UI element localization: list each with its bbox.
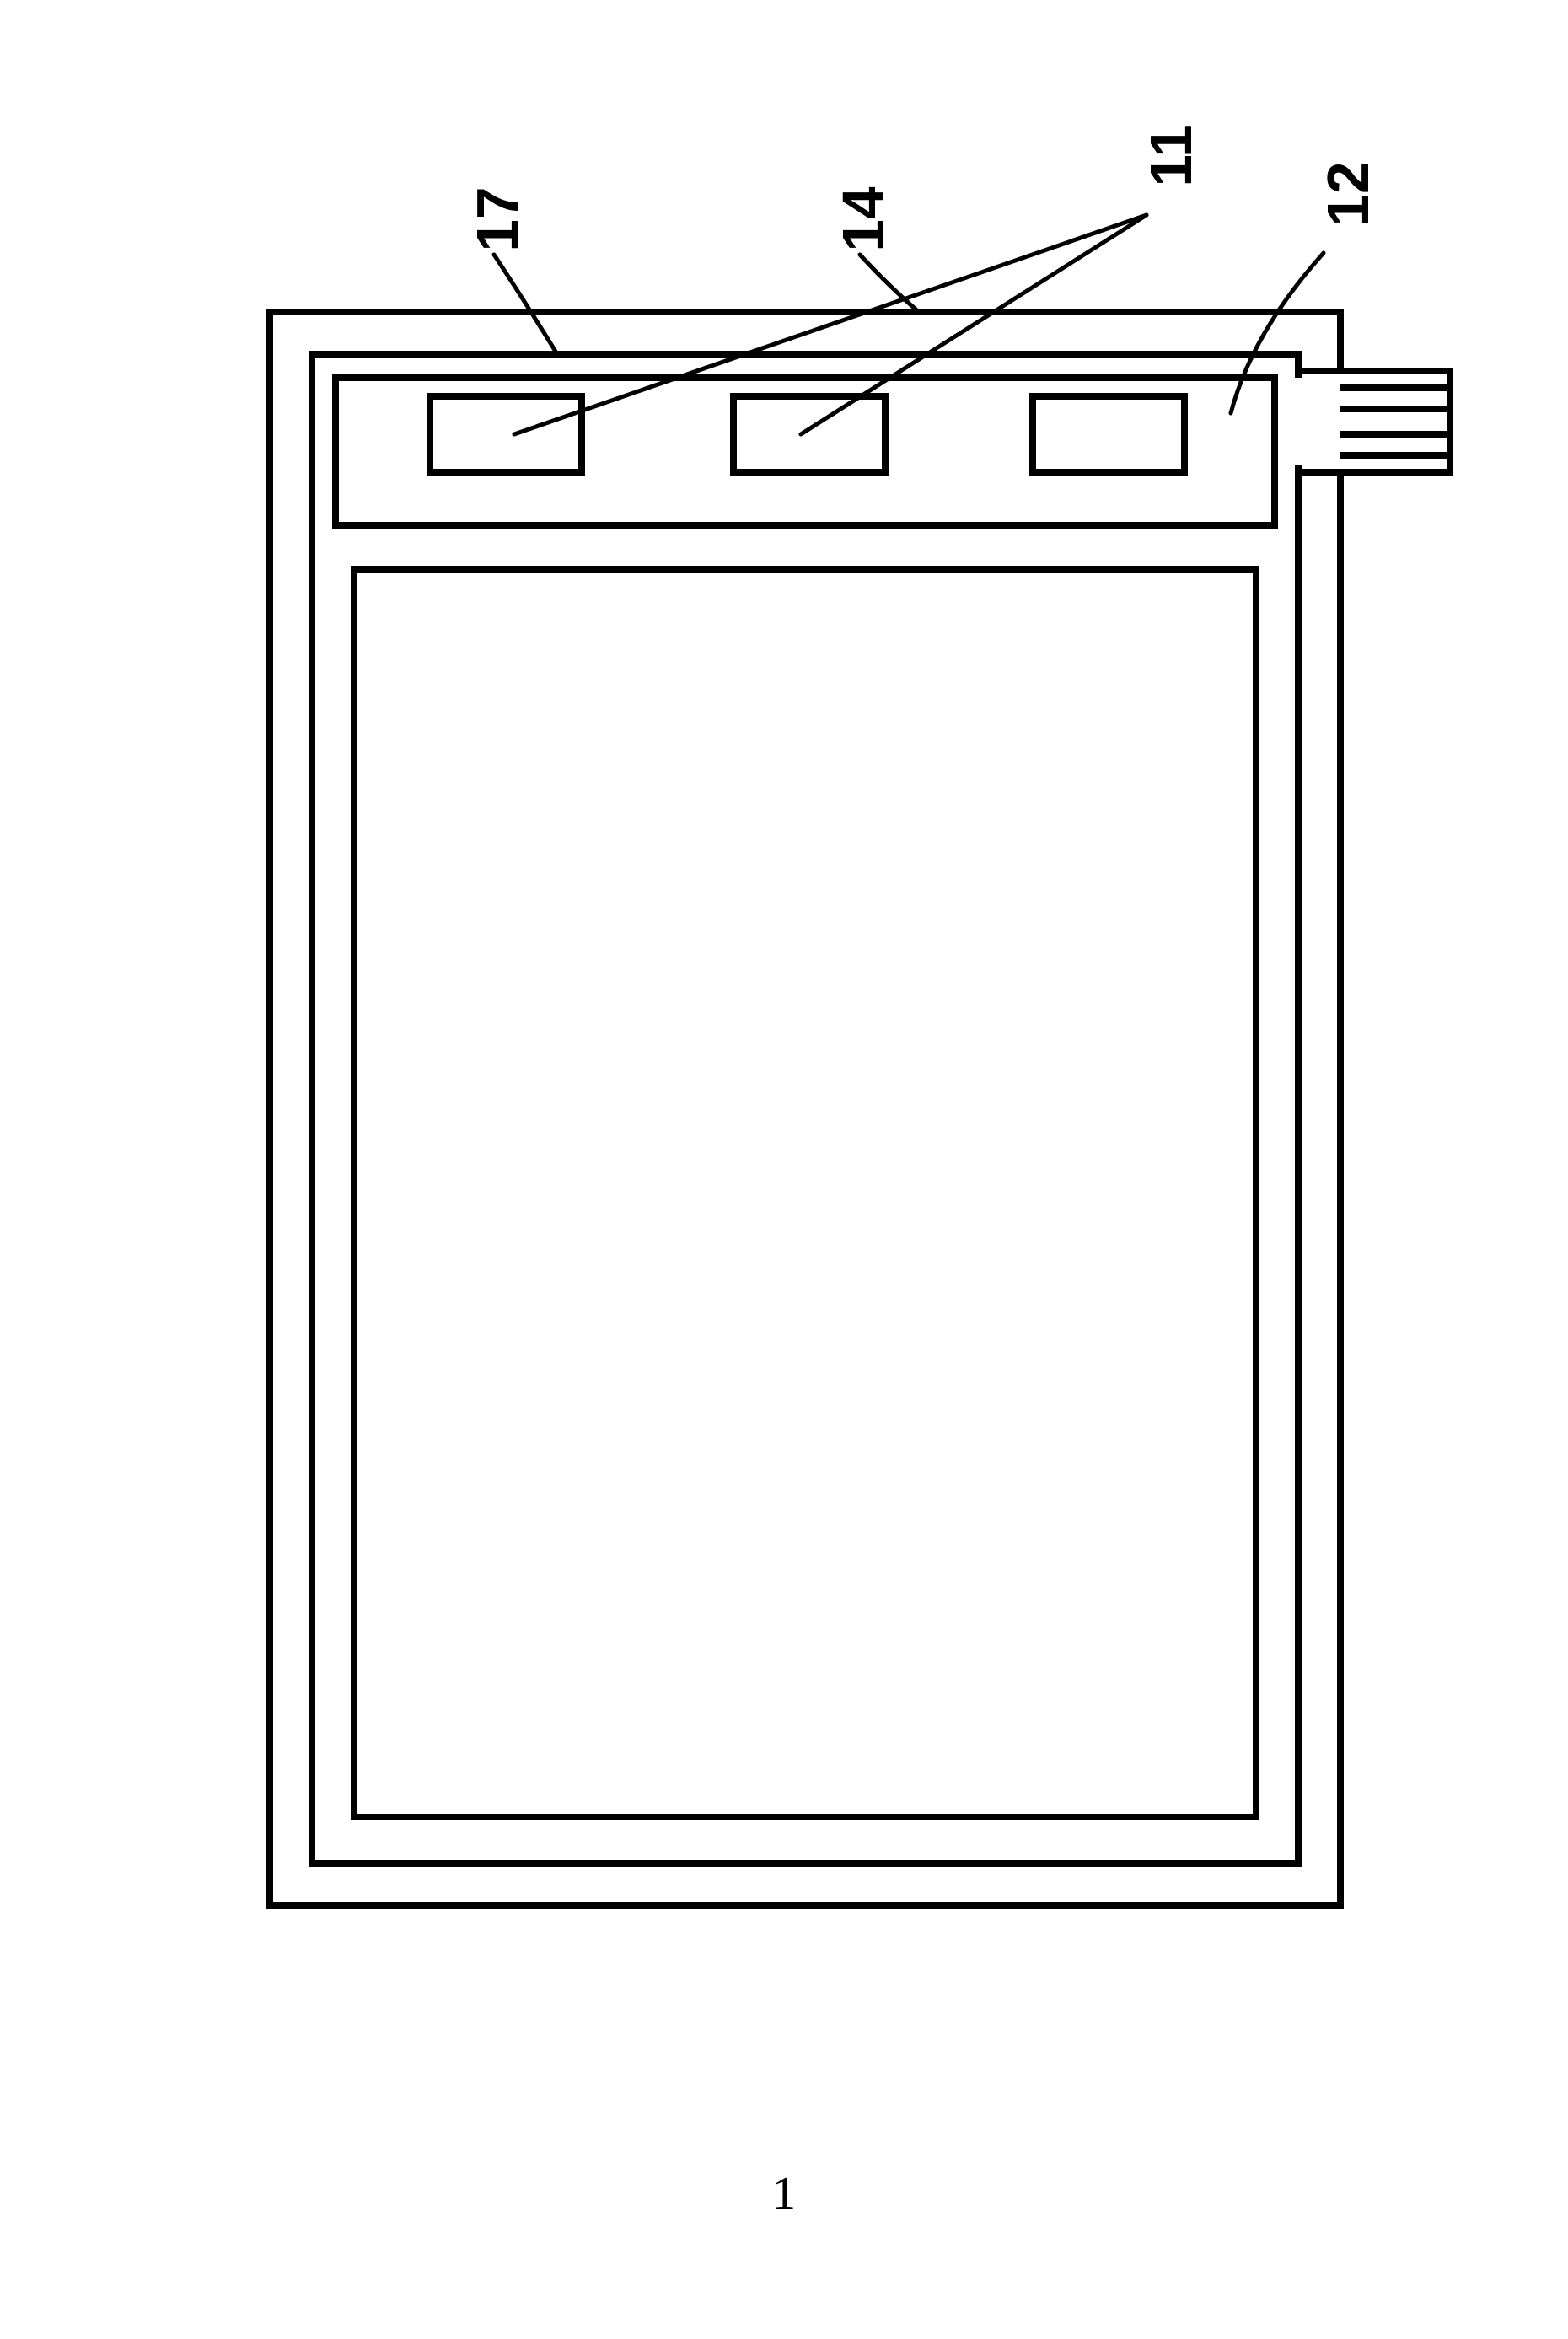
label-14: 14 bbox=[835, 186, 885, 253]
label-17: 17 bbox=[469, 186, 519, 253]
label-12: 12 bbox=[1319, 160, 1370, 228]
diagram-svg bbox=[0, 0, 1568, 2339]
label-11: 11 bbox=[1142, 122, 1193, 190]
diagram-page: 11 12 14 17 1 bbox=[0, 0, 1568, 2339]
figure-number: 1 bbox=[759, 2167, 809, 2221]
